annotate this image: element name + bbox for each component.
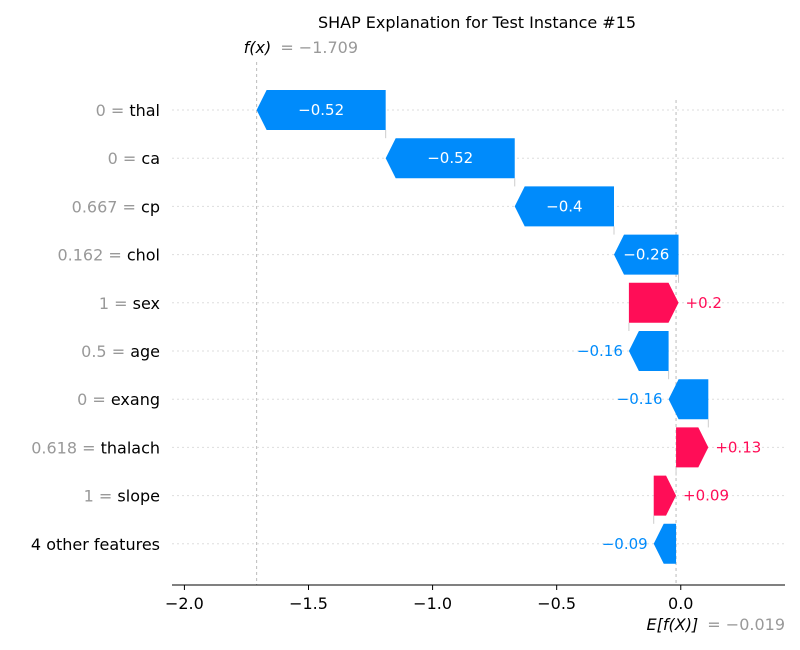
feature-row: 0.618 = thalach +0.13: [31, 427, 785, 476]
negative-contribution-bar: [628, 331, 669, 371]
x-tick-label: −1.0: [413, 594, 452, 613]
feature-row: 0.667 = cp −0.4: [72, 186, 785, 235]
feature-row: 1 = sex +0.2: [99, 282, 785, 331]
feature-label: 4 other features: [31, 535, 160, 554]
feature-name: chol: [127, 246, 160, 265]
negative-contribution-bar: [385, 138, 515, 179]
feature-row: 0 = thal −0.52: [96, 90, 785, 139]
feature-name: sex: [133, 294, 160, 313]
contribution-label: −0.4: [546, 197, 582, 215]
negative-contribution-bar: [668, 379, 709, 420]
feature-name: thalach: [101, 438, 160, 457]
contribution-label: −0.52: [298, 101, 344, 119]
feature-value: 0 =: [77, 390, 111, 409]
feature-label: 0 = ca: [108, 149, 160, 168]
contribution-label: +0.13: [715, 438, 761, 456]
feature-value: 1 =: [84, 487, 118, 506]
negative-contribution-bar: [614, 234, 679, 275]
fx-annotation: f(x) = −1.709: [244, 38, 358, 585]
contribution-label: −0.09: [602, 535, 648, 553]
expected-value-label: E[f(X)] = −0.019: [647, 615, 785, 634]
contribution-label: −0.16: [577, 342, 623, 360]
feature-value: 0.162 =: [57, 246, 126, 265]
expected-value-annotation: E[f(X)] = −0.019: [647, 100, 785, 634]
feature-row: 0.5 = age −0.16: [81, 331, 785, 380]
feature-row: 0.162 = chol −0.26: [57, 234, 785, 283]
feature-value: 1 =: [99, 294, 133, 313]
x-tick-label: −0.5: [537, 594, 576, 613]
negative-contribution-bar: [256, 90, 386, 130]
x-tick-label: 0.0: [668, 594, 693, 613]
feature-name: exang: [111, 390, 160, 409]
feature-rows: 0 = thal −0.520 = ca −0.520.667 = cp −0.40.…: [31, 90, 785, 564]
feature-label: 0 = thal: [96, 101, 160, 120]
expected-value-name: E[f(X)]: [647, 615, 699, 634]
positive-contribution-bar: [653, 475, 677, 516]
negative-contribution-bar: [514, 186, 615, 227]
negative-contribution-bar: [653, 523, 677, 564]
feature-value: 0.5 =: [81, 342, 130, 361]
contribution-label: +0.2: [686, 294, 722, 312]
feature-name: slope: [117, 487, 160, 506]
positive-contribution-bar: [628, 282, 679, 323]
feature-name: 4 other features: [31, 535, 160, 554]
feature-value: 0 =: [96, 101, 130, 120]
fx-name: f(x): [244, 38, 272, 57]
feature-name: age: [130, 342, 160, 361]
feature-name: ca: [141, 149, 160, 168]
fx-value: = −1.709: [280, 38, 358, 57]
feature-label: 0.162 = chol: [57, 246, 160, 265]
x-tick-label: −2.0: [165, 594, 204, 613]
contribution-label: −0.16: [617, 390, 663, 408]
chart-title: SHAP Explanation for Test Instance #15: [318, 13, 636, 32]
contribution-label: −0.52: [427, 149, 473, 167]
feature-name: thal: [129, 101, 160, 120]
positive-contribution-bar: [676, 427, 709, 468]
feature-label: 1 = slope: [84, 487, 160, 506]
x-tick-label: −1.5: [289, 594, 328, 613]
contribution-label: +0.09: [683, 487, 729, 505]
contribution-label: −0.26: [623, 246, 669, 264]
feature-row: 4 other features −0.09: [31, 523, 785, 564]
feature-label: 0.618 = thalach: [31, 438, 160, 457]
expected-value-value: = −0.019: [707, 615, 785, 634]
feature-name: cp: [141, 197, 160, 216]
feature-label: 0 = exang: [77, 390, 160, 409]
feature-row: 0 = exang −0.16: [77, 379, 785, 428]
x-axis: −2.0 −1.5 −1.0 −0.5 0.0: [165, 584, 785, 613]
feature-value: 0.618 =: [31, 438, 100, 457]
feature-row: 1 = slope +0.09: [84, 475, 785, 524]
feature-row: 0 = ca −0.52: [108, 138, 785, 187]
feature-label: 0.667 = cp: [72, 197, 160, 216]
fx-label: f(x) = −1.709: [244, 38, 358, 57]
feature-label: 0.5 = age: [81, 342, 160, 361]
feature-value: 0 =: [108, 149, 142, 168]
feature-label: 1 = sex: [99, 294, 160, 313]
feature-value: 0.667 =: [72, 197, 141, 216]
